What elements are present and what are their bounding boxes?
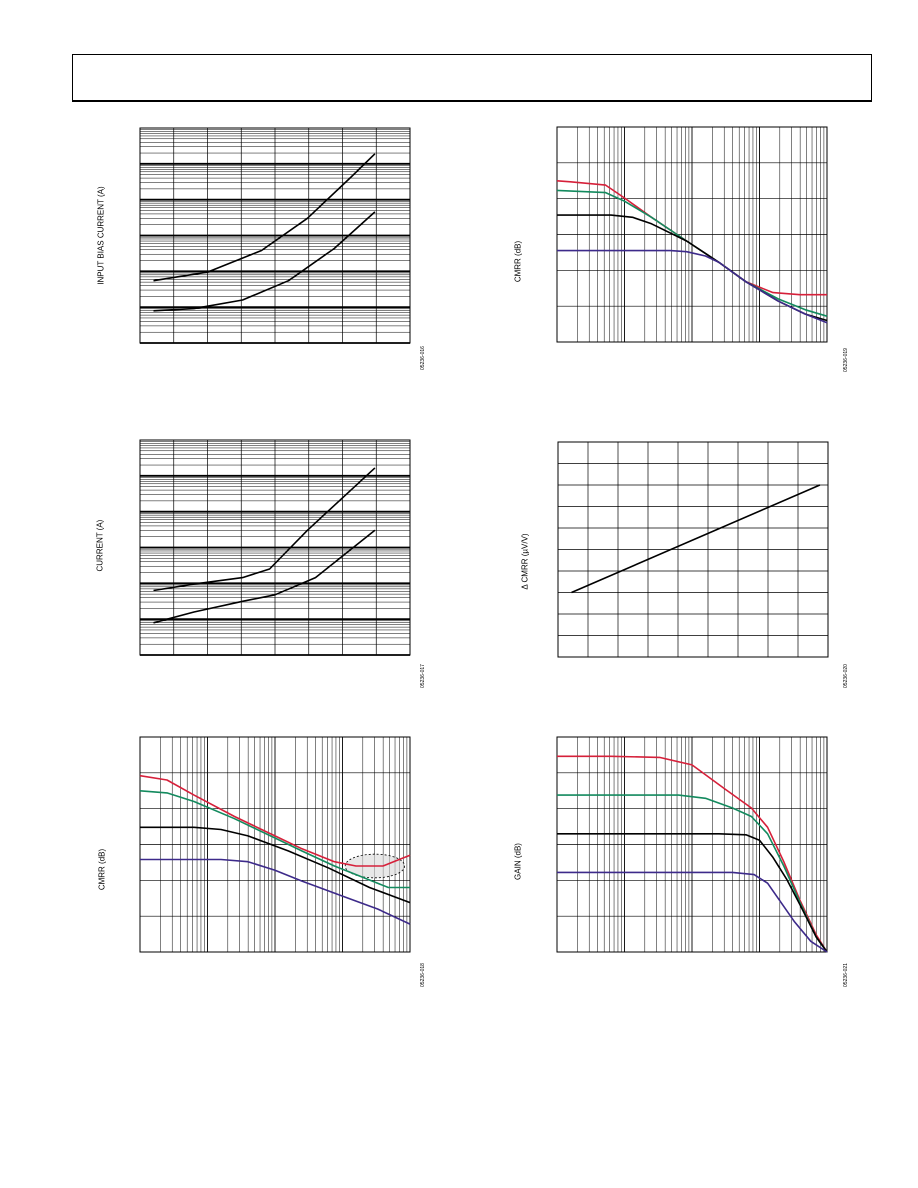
figure-id: 05236-020 [843, 664, 849, 688]
grid [139, 128, 411, 344]
series-line-1 [571, 484, 821, 594]
plot-frame [556, 126, 828, 343]
chart-svg-3 [139, 439, 411, 656]
chart-svg-5 [139, 736, 411, 953]
series-line-1 [139, 774, 411, 867]
chart-svg-1 [139, 127, 411, 344]
chart-panel-2: CMRR (dB) 05236-019 [505, 125, 855, 380]
series-line-2 [153, 211, 376, 312]
chart-panel-4: Δ CMRR (µV/V) 05236-020 [505, 440, 855, 695]
chart-panel-6: GAIN (dB) 05236-021 [505, 735, 855, 995]
grid [139, 736, 410, 953]
series-line-1 [557, 755, 828, 953]
grid [557, 441, 829, 658]
series-line-3 [140, 826, 411, 904]
figure-id: 05236-019 [843, 348, 849, 372]
chart-panel-5: CMRR (dB) 05236-018 [95, 735, 435, 995]
chart-panel-3: CURRENT (A) 05236-017 [95, 439, 435, 695]
plot-frame [556, 736, 828, 953]
series-line-4 [557, 249, 828, 324]
grid [139, 440, 411, 656]
chart-svg-6 [556, 736, 828, 953]
figure-id: 05236-018 [420, 963, 426, 987]
plot-frame [139, 439, 411, 656]
figure-id: 05236-016 [420, 346, 426, 370]
series-line-2 [153, 529, 376, 624]
series-line-4 [140, 858, 411, 925]
plot-frame [139, 127, 411, 344]
chart-svg-4 [557, 441, 829, 658]
figure-id: 05236-017 [420, 664, 426, 688]
series-line-4 [557, 871, 828, 953]
chart-svg-2 [556, 126, 828, 343]
series-line-2 [139, 790, 410, 889]
grid [556, 126, 827, 343]
series-line-1 [153, 467, 376, 592]
page-header-box [72, 54, 872, 102]
plot-frame [557, 441, 829, 658]
plot-frame [139, 736, 411, 953]
series-line-3 [557, 833, 828, 953]
grid [556, 736, 827, 953]
series-line-1 [153, 153, 376, 282]
chart-panel-1: INPUT BIAS CURRENT (A) 05236-016 [95, 125, 435, 380]
figure-id: 05236-021 [843, 963, 849, 987]
